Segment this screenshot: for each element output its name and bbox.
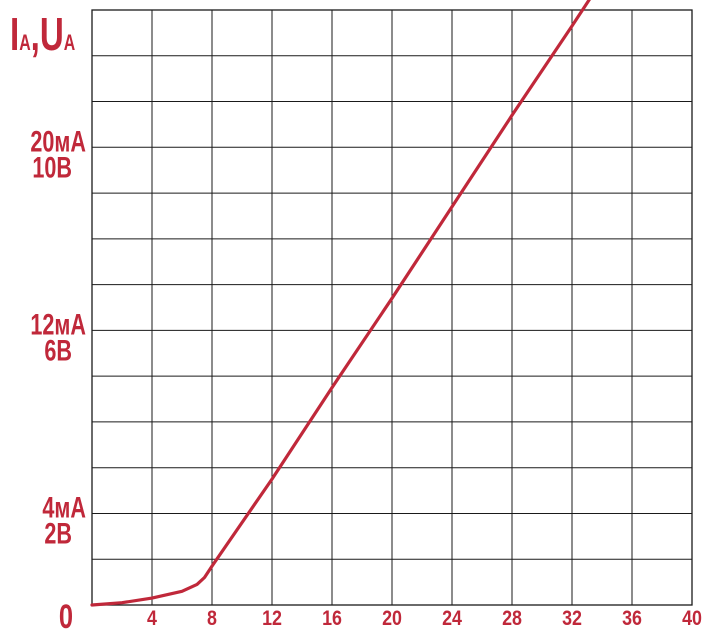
y-tick-label-current: 4мА <box>42 490 86 524</box>
x-tick-label: 32 <box>562 607 582 631</box>
x-tick-label: 36 <box>622 607 642 631</box>
y-tick-label-current: 12мА <box>30 307 86 341</box>
x-tick-label: 12 <box>262 607 282 631</box>
y-axis-title: IA,UA <box>10 10 75 60</box>
y-tick-label-voltage: 10В <box>32 150 72 184</box>
y-tick-label-voltage: 2В <box>44 516 72 550</box>
x-tick-label: 20 <box>382 607 402 631</box>
x-tick-label: 40 <box>682 607 702 631</box>
x-tick-label: 8 <box>207 607 217 631</box>
series-line <box>90 0 591 607</box>
series-layer <box>90 0 591 607</box>
y-tick-label-current: 20мА <box>30 124 86 158</box>
chart-grid <box>91 9 693 606</box>
x-tick-label: 24 <box>442 607 462 631</box>
x-tick-label: 16 <box>322 607 342 631</box>
origin-label: 0 <box>59 599 73 631</box>
x-tick-label: 28 <box>502 607 522 631</box>
x-tick-label: 4 <box>147 607 157 631</box>
y-tick-label-voltage: 6В <box>44 333 72 367</box>
